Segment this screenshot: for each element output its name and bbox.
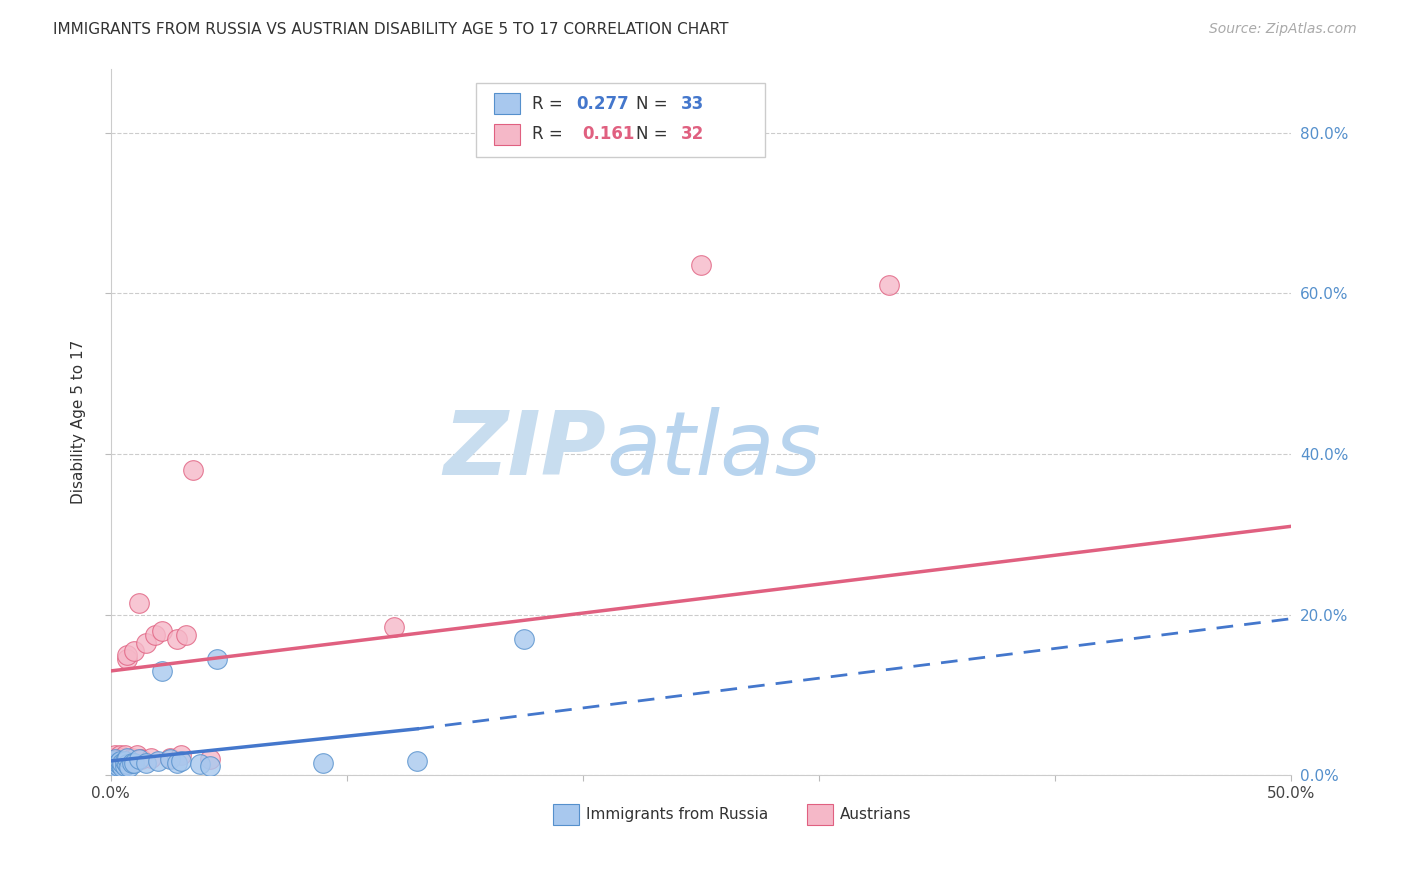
Point — [174, 628, 197, 642]
Text: R =: R = — [531, 95, 568, 113]
Point — [121, 756, 143, 771]
Point — [101, 750, 124, 764]
Point — [107, 756, 129, 770]
Point — [145, 628, 167, 642]
Point — [170, 754, 193, 768]
Text: N =: N = — [636, 125, 672, 144]
Point — [104, 754, 127, 768]
Point — [104, 752, 127, 766]
Point — [166, 756, 188, 771]
Point — [115, 652, 138, 666]
Point — [382, 620, 405, 634]
Point — [181, 463, 204, 477]
FancyBboxPatch shape — [477, 83, 765, 157]
Point — [152, 664, 174, 678]
Text: 33: 33 — [681, 95, 704, 113]
Point — [107, 758, 129, 772]
Text: Austrians: Austrians — [839, 806, 911, 822]
Point — [689, 258, 711, 272]
Y-axis label: Disability Age 5 to 17: Disability Age 5 to 17 — [72, 340, 86, 504]
Point — [111, 760, 134, 774]
Point — [114, 754, 136, 768]
Point — [135, 756, 157, 770]
Point — [114, 748, 136, 763]
Point — [104, 748, 127, 763]
Text: 0.277: 0.277 — [576, 95, 630, 113]
Point — [122, 756, 145, 770]
Point — [104, 760, 127, 774]
Point — [205, 652, 228, 666]
Point — [108, 757, 131, 772]
Point — [101, 754, 124, 768]
Point — [121, 750, 143, 764]
Point — [111, 750, 134, 764]
Text: 0.161: 0.161 — [582, 125, 636, 144]
Text: Immigrants from Russia: Immigrants from Russia — [586, 806, 768, 822]
Point — [128, 752, 150, 766]
Point — [129, 752, 152, 766]
Text: ZIP: ZIP — [443, 407, 606, 494]
Point — [159, 752, 181, 766]
Point — [115, 648, 138, 662]
Point — [118, 754, 141, 768]
Point — [512, 632, 534, 646]
Point — [188, 757, 211, 772]
Text: atlas: atlas — [606, 408, 821, 493]
Point — [118, 760, 141, 774]
Point — [107, 752, 129, 766]
Point — [107, 762, 129, 776]
Point — [111, 756, 134, 770]
Point — [128, 596, 150, 610]
Point — [312, 756, 335, 771]
Point — [406, 754, 429, 768]
Point — [101, 756, 124, 771]
Point — [107, 758, 129, 772]
Text: 32: 32 — [681, 125, 704, 144]
Text: N =: N = — [636, 95, 672, 113]
Text: IMMIGRANTS FROM RUSSIA VS AUSTRIAN DISABILITY AGE 5 TO 17 CORRELATION CHART: IMMIGRANTS FROM RUSSIA VS AUSTRIAN DISAB… — [53, 22, 728, 37]
FancyBboxPatch shape — [807, 804, 832, 825]
Point — [146, 754, 169, 768]
Point — [125, 748, 148, 763]
Point — [108, 754, 131, 768]
Point — [104, 756, 127, 771]
Text: Source: ZipAtlas.com: Source: ZipAtlas.com — [1209, 22, 1357, 37]
Point — [122, 644, 145, 658]
Point — [108, 748, 131, 763]
FancyBboxPatch shape — [494, 124, 520, 145]
Point — [198, 752, 221, 766]
Point — [115, 757, 138, 772]
FancyBboxPatch shape — [494, 94, 520, 114]
Point — [152, 624, 174, 638]
Point — [114, 758, 136, 772]
Point — [101, 762, 124, 776]
Point — [101, 758, 124, 772]
Point — [198, 758, 221, 772]
Point — [139, 750, 162, 764]
Point — [879, 278, 901, 293]
Text: R =: R = — [531, 125, 574, 144]
Point — [108, 756, 131, 770]
Point — [159, 750, 181, 764]
Point — [170, 748, 193, 763]
Point — [115, 750, 138, 764]
Point — [135, 636, 157, 650]
Point — [166, 632, 188, 646]
FancyBboxPatch shape — [553, 804, 579, 825]
Point — [111, 754, 134, 768]
